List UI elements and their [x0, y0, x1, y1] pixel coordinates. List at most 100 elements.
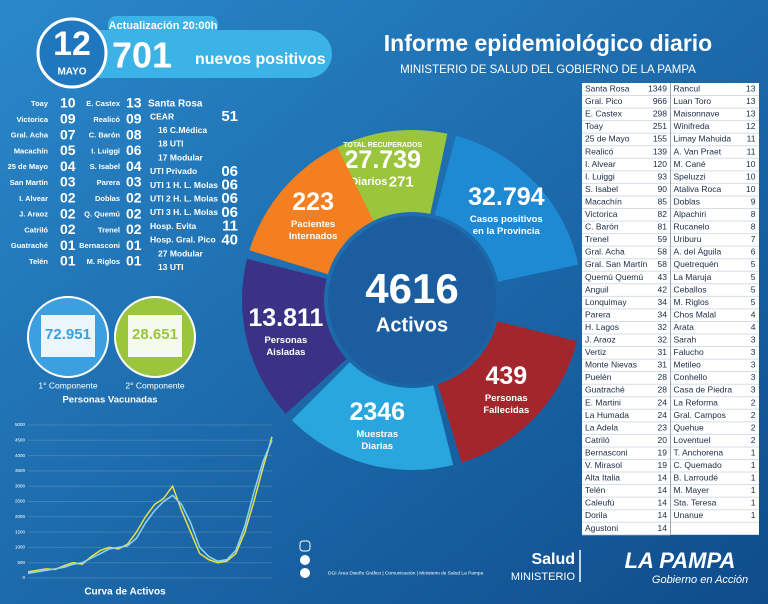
table-value: 1 — [751, 498, 756, 508]
y-tick-label: 2500 — [15, 499, 26, 504]
table-value: 5 — [751, 272, 756, 282]
table-value: 12 — [746, 121, 756, 131]
table-value: 298 — [653, 109, 667, 119]
vaccine-value: 72.951 — [45, 326, 91, 343]
table-value: 82 — [658, 209, 668, 219]
locality-value: 01 — [126, 253, 142, 269]
ring-segment — [242, 258, 347, 414]
locality-name: M. Riglos — [87, 257, 120, 266]
locality-name: I. Luiggi — [91, 146, 120, 155]
table-name: T. Anchorena — [674, 447, 724, 457]
table-name: C. Barón — [585, 222, 619, 232]
table-value: 20 — [658, 435, 668, 445]
update-time: Actualización 20:00h — [109, 20, 218, 32]
segment-label: Personas — [485, 393, 528, 404]
locality-name: E. Castex — [86, 99, 121, 108]
table-name: Vertiz — [585, 347, 606, 357]
table-name: Rucanelo — [674, 222, 710, 232]
table-name: E. Martini — [585, 397, 621, 407]
y-tick-label: 4000 — [15, 453, 26, 458]
table-value: 1 — [751, 485, 756, 495]
table-value: 3 — [751, 360, 756, 370]
province-map — [41, 315, 95, 357]
y-tick-label: 500 — [17, 560, 25, 565]
hospital-value: 51 — [221, 108, 238, 125]
table-name: B. Larroudé — [674, 473, 719, 483]
locality-name: Bernasconi — [79, 241, 120, 250]
table-value: 14 — [658, 510, 668, 520]
hospital-label: UTI 3 H. L. Molas — [150, 207, 218, 217]
hospital-label: Hosp. Evita — [150, 221, 197, 231]
segment-label: Diarios — [350, 176, 387, 188]
table-value: 90 — [658, 184, 668, 194]
table-name: E. Castex — [585, 109, 623, 119]
y-tick-label: 0 — [22, 575, 25, 580]
segment-value: 27.739 — [345, 146, 421, 174]
y-tick-label: 3500 — [15, 468, 26, 473]
logo-top: Salud — [531, 551, 575, 568]
segment-label: en la Provincia — [473, 226, 541, 237]
table-value: 4 — [751, 309, 756, 319]
segment-label: Fallecidas — [483, 405, 529, 416]
hospital-value: 06 — [221, 163, 238, 180]
table-name: Chos Malal — [674, 309, 717, 319]
table-value: 28 — [658, 372, 668, 382]
locality-name: Telén — [29, 257, 48, 266]
locality-value: 02 — [126, 190, 142, 206]
y-tick-label: 1500 — [15, 529, 26, 534]
hospital-value: 06 — [221, 190, 238, 207]
table-value: 8 — [751, 209, 756, 219]
table-name: Gral. San Martín — [585, 259, 648, 269]
table-value: 5 — [751, 259, 756, 269]
table-value: 31 — [658, 360, 668, 370]
segment-label: Aisladas — [266, 347, 305, 358]
ring-segment — [437, 321, 577, 463]
segment-value: 13.811 — [248, 304, 323, 332]
table-value: 10 — [746, 171, 756, 181]
table-name: Maisonnave — [674, 109, 720, 119]
vaccine-label: 1° Componente — [38, 380, 97, 390]
locality-value: 08 — [126, 126, 142, 142]
table-name: Trenel — [585, 234, 609, 244]
table-name: Sta. Teresa — [674, 498, 717, 508]
locality-name: Catriló — [24, 225, 48, 234]
province-map — [128, 315, 182, 357]
hospital-label: UTI 1 H. L. Molas — [150, 180, 218, 190]
table-name: La Maruja — [674, 272, 712, 282]
curve-line — [27, 436, 273, 573]
table-value: 3 — [751, 347, 756, 357]
hospital-label: 16 C.Médica — [158, 125, 207, 135]
table-name: Gral. Campos — [674, 410, 726, 420]
locality-value: 02 — [60, 221, 76, 237]
table-value: 2 — [751, 397, 756, 407]
table-name: Quehue — [674, 422, 705, 432]
locality-name: Doblas — [95, 194, 120, 203]
segment-label: Internados — [289, 231, 338, 242]
table-value: 11 — [747, 146, 756, 156]
ring-segment — [249, 147, 374, 275]
segment-value: 439 — [485, 362, 527, 390]
y-tick-label: 3000 — [15, 483, 26, 488]
table-name: Speluzzi — [674, 171, 706, 181]
hospital-label: CEAR — [150, 111, 174, 121]
segment-label: Pacientes — [291, 219, 335, 230]
table-value: 9 — [751, 196, 756, 206]
table-name: La Reforma — [674, 397, 719, 407]
locality-value: 02 — [126, 221, 142, 237]
ring-segment — [434, 135, 579, 282]
table-value: 1349 — [648, 84, 667, 94]
hospital-label: UTI Privado — [150, 166, 197, 176]
table-value: 32 — [658, 335, 668, 345]
table-value: 13 — [746, 84, 756, 94]
locality-value: 01 — [126, 237, 142, 253]
table-value: 1 — [751, 447, 756, 457]
table-value: 120 — [653, 159, 667, 169]
table-value: 10 — [746, 159, 756, 169]
table-value: 14 — [658, 485, 668, 495]
brand: LA PAMPA — [625, 548, 736, 573]
table-name: Conhello — [674, 372, 708, 382]
table-name: Lonquimay — [585, 297, 627, 307]
table-value: 34 — [658, 309, 668, 319]
y-tick-label: 5000 — [15, 422, 26, 427]
